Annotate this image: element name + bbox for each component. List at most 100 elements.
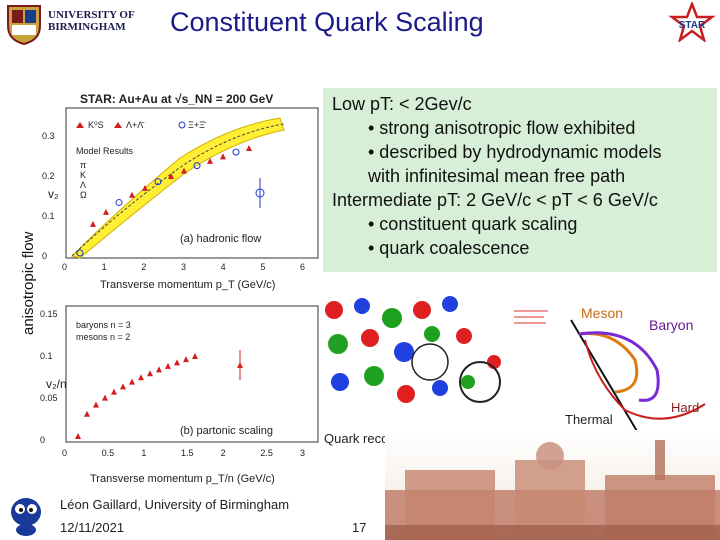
top-data-points [76,145,265,257]
model-curve [71,123,285,257]
quark-ball [354,298,370,314]
legend-xi-marker [178,121,186,129]
tick-label: 0.3 [42,131,55,141]
data-point [220,153,226,160]
tick-label: 2 [141,262,146,272]
data-point [207,157,213,164]
data-point [76,249,84,257]
tick-label: 0 [40,435,45,445]
bottom-xlabel: Transverse momentum p_T/n (GeV/c) [90,473,275,485]
data-point [102,394,108,401]
model-item-lambda: Λ [80,180,86,190]
quark-ball [331,373,349,391]
tick-label: 0.1 [40,351,53,361]
tick-label: 1 [102,262,107,272]
meson-curve [578,332,639,394]
thermal-label: Thermal [565,412,613,427]
data-point [255,188,265,198]
footer-date: 12/11/2021 [60,520,125,535]
data-point [84,410,90,417]
data-point [111,388,117,395]
text-line-low-pt: Low pT: < 2Gev/c [332,94,472,114]
bottom-panel-label: (b) partonic scaling [180,425,273,437]
tick-label: 0.5 [102,448,115,458]
top-ylabel: v₂ [48,187,59,201]
model-item-k: K [80,170,86,180]
data-point [93,401,99,408]
baryon-curve [578,331,660,402]
data-point [147,370,153,377]
data-point [237,362,243,368]
footer-author: Léon Gaillard, University of Birmingham [60,497,290,512]
quark-ball [382,308,402,328]
quark-ball [432,380,448,396]
tick-label: 0 [42,251,47,261]
data-point [90,220,96,227]
plot-title: STAR: Au+Au at √s_NN = 200 GeV [80,92,273,106]
baryon-highlight-circle [411,343,449,381]
slide-title: Constituent Quark Scaling [170,7,484,37]
data-point [154,178,162,186]
model-results-label: Model Results [76,146,134,156]
legend-lambda-marker [114,122,122,128]
top-xticks: 0 1 2 3 4 5 6 [62,262,305,272]
legend-k0s: K⁰S [88,120,104,130]
data-point [129,378,135,385]
bottom-ylabel: v₂/n [46,377,67,391]
bottom-panel-frame [65,305,319,443]
data-point [138,374,144,381]
quark-ball [456,328,472,344]
v2-plot-figure: STAR: Au+Au at √s_NN = 200 GeV K⁰S Λ+Λ̄ … [40,88,322,488]
data-point [142,184,148,191]
tick-label: 5 [260,262,265,272]
tick-label: 0 [62,262,67,272]
legend-lambda: Λ+Λ̄ [126,120,145,130]
data-point [174,359,180,366]
text-line-cq-scaling: • constituent quark scaling [368,214,578,234]
tick-label: 3 [300,448,305,458]
quark-ball [394,342,414,362]
university-crest-icon [7,5,41,46]
model-item-omega: Ω [80,190,87,200]
tick-label: 1 [141,448,146,458]
text-line-intermediate: Intermediate pT: 2 GeV/c < pT < 6 GeV/c [332,190,658,210]
data-point [181,167,187,174]
quark-ball [424,326,440,342]
bottom-legend-baryons: baryons n = 3 [76,320,131,330]
side-label: anisotropic flow [20,231,37,335]
tick-label: 0 [62,448,67,458]
quark-ball [361,329,379,347]
tick-label: 1.5 [181,448,194,458]
star-logo-icon: STAR [668,2,716,42]
tick-label: 0.1 [42,211,55,221]
meson-label: Meson [581,305,623,321]
data-point [120,383,126,390]
tick-label: 0.2 [42,171,55,181]
bottom-legend-mesons: mesons n = 2 [76,332,130,342]
mascot-icon [11,498,41,536]
hard-curve [584,339,706,420]
model-item-pi: π [80,160,86,170]
campus-photo [385,430,720,540]
quark-ball [397,385,415,403]
top-panel-frame [65,107,319,259]
legend-k0s-marker [76,122,84,128]
tick-label: 4 [221,262,226,272]
tick-label: 6 [300,262,305,272]
quark-ball [413,301,431,319]
legend-xi: Ξ+Ξ̄ [188,120,207,130]
data-point [75,433,81,439]
quark-ball [442,296,458,312]
small-caption-icon [514,310,548,324]
tick-label: 0.05 [40,393,58,403]
data-point [168,172,174,179]
quark-recombination-illustration [325,296,501,403]
quark-ball [364,366,384,386]
quark-ball [328,334,348,354]
tick-label: 2.5 [260,448,273,458]
data-point [192,353,198,359]
top-panel-label: (a) hadronic flow [180,233,261,245]
quark-ball [461,375,475,389]
data-point [246,145,252,151]
star-logo-text: STAR [679,20,706,31]
